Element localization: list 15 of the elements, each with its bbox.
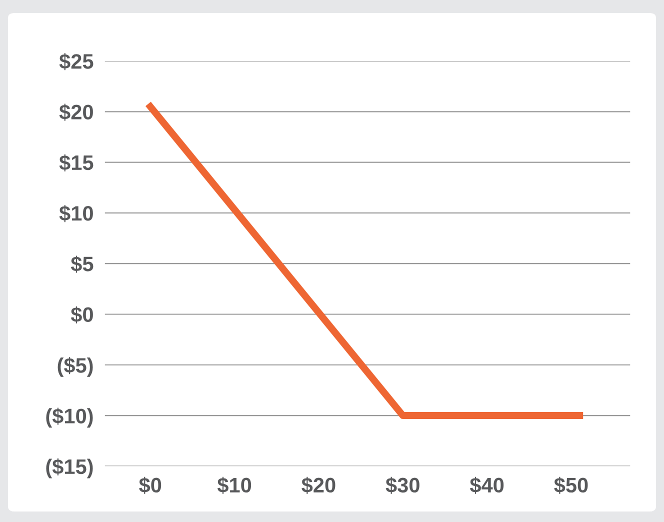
- x-tick-label: $40: [470, 476, 504, 494]
- y-tick-label: $0: [70, 306, 93, 324]
- y-tick-label: $20: [59, 104, 93, 121]
- x-tick-label: $30: [386, 476, 420, 494]
- x-tick-label: $0: [139, 476, 162, 494]
- y-tick-label: $5: [70, 256, 94, 273]
- x-tick-label: $10: [217, 476, 252, 494]
- y-tick-label: ($5): [58, 357, 93, 377]
- x-tick-label: $50: [554, 476, 588, 494]
- y-tick-label: ($10): [46, 408, 93, 428]
- y-tick-label: $25: [59, 53, 94, 70]
- x-tick-label: $20: [302, 476, 336, 494]
- y-tick-label: $15: [59, 154, 94, 172]
- y-tick-label: ($15): [46, 458, 93, 478]
- y-tick-label: $10: [59, 205, 93, 222]
